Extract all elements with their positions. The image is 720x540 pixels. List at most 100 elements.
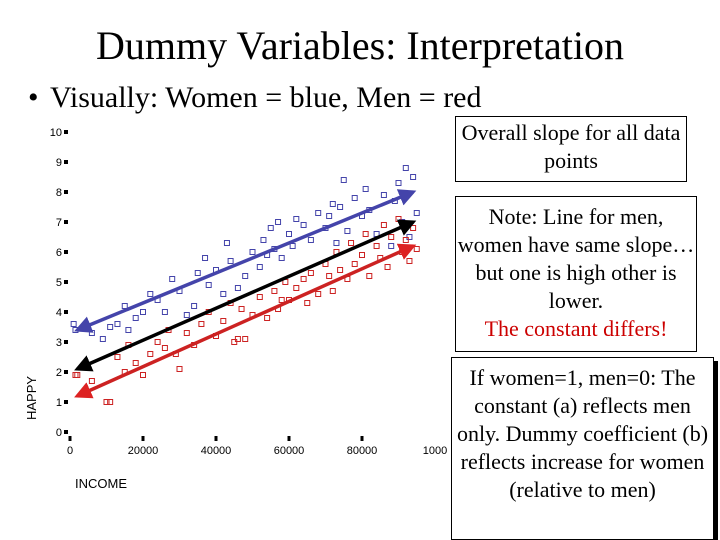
women-data-point	[362, 186, 369, 192]
men-data-point	[373, 243, 380, 249]
x-tick-label: 60000	[274, 445, 305, 457]
men-data-point	[293, 285, 300, 291]
y-axis: 0 1 2 3 4 5 6 7 8 9 10	[50, 127, 68, 439]
men-data-point	[384, 264, 391, 270]
men-data-point	[147, 351, 154, 357]
women-data-point	[205, 282, 212, 288]
y-tick-mark	[64, 190, 68, 194]
men-data-point	[337, 267, 344, 273]
men-data-point	[307, 270, 314, 276]
men-data-point	[380, 222, 387, 228]
men-data-point	[176, 366, 183, 372]
men-data-point	[351, 261, 358, 267]
x-axis: 0 20000 40000 60000 80000 1000	[67, 436, 447, 457]
men-data-point	[103, 399, 110, 405]
women-data-point	[161, 309, 168, 315]
women-data-point	[256, 264, 263, 270]
women-data-point	[402, 165, 409, 171]
women-data-point	[351, 195, 358, 201]
y-tick-label: 5	[56, 277, 62, 289]
callout-note-text: Note: Line for men, women have same slop…	[457, 204, 695, 313]
x-axis-label: INCOME	[75, 476, 127, 491]
points-layer	[70, 165, 420, 405]
y-tick-mark	[64, 370, 68, 374]
y-tick-label: 8	[56, 187, 62, 199]
y-tick-label: 0	[56, 427, 62, 439]
y-tick-mark	[64, 130, 68, 134]
women-regression-line	[74, 189, 417, 333]
x-tick-label: 80000	[347, 445, 378, 457]
y-tick-mark	[64, 340, 68, 344]
y-tick-label: 2	[56, 367, 62, 379]
women-data-point	[140, 309, 146, 315]
men-data-point	[304, 300, 311, 306]
men-data-point	[114, 354, 121, 360]
women-data-point	[99, 336, 106, 342]
y-tick-label: 9	[56, 157, 62, 169]
y-tick-label: 10	[50, 127, 62, 139]
men-data-point	[315, 291, 322, 297]
men-data-point	[348, 240, 355, 246]
women-data-point	[260, 237, 267, 243]
callout-note: Note: Line for men, women have same slop…	[455, 196, 697, 352]
men-data-point	[140, 372, 146, 378]
men-data-point	[242, 336, 249, 342]
women-data-point	[380, 192, 387, 198]
women-data-point	[220, 291, 227, 297]
callout-note-highlight: The constant differs!	[484, 316, 668, 341]
women-data-point	[333, 240, 340, 246]
women-data-point	[293, 216, 300, 222]
x-tick-label: 0	[67, 445, 73, 457]
y-tick-label: 3	[56, 337, 62, 349]
women-data-point	[249, 249, 256, 255]
men-data-point	[366, 273, 373, 279]
y-tick-mark	[64, 280, 68, 284]
x-tick-mark	[68, 436, 72, 441]
women-data-point	[234, 285, 241, 291]
men-data-point	[198, 321, 205, 327]
y-axis-label: HAPPY	[24, 376, 39, 420]
regression-lines	[74, 189, 417, 399]
men-data-point	[271, 288, 278, 294]
women-data-point	[147, 291, 154, 297]
men-data-point	[264, 315, 271, 321]
women-data-point	[169, 276, 176, 282]
women-data-point	[340, 177, 347, 183]
men-data-point	[413, 246, 420, 252]
women-data-point	[275, 219, 282, 225]
men-data-point	[329, 288, 336, 294]
women-data-point	[202, 255, 209, 261]
women-data-point	[194, 270, 201, 276]
x-tick-mark	[214, 436, 218, 441]
men-data-point	[278, 297, 285, 303]
men-data-point	[88, 378, 95, 384]
women-data-point	[132, 315, 139, 321]
men-data-point	[183, 330, 190, 336]
overall-regression-line	[74, 219, 417, 372]
women-data-point	[286, 231, 292, 237]
women-data-point	[223, 240, 230, 246]
x-tick-mark	[360, 436, 364, 441]
women-data-point	[278, 255, 285, 261]
men-data-point	[388, 234, 395, 240]
women-data-point	[337, 204, 344, 210]
y-tick-mark	[64, 160, 68, 164]
bullet-text: Visually: Women = blue, Men = red	[50, 81, 482, 114]
men-data-point	[300, 276, 307, 282]
women-data-point	[300, 222, 307, 228]
women-data-point	[388, 243, 395, 249]
x-tick-mark	[141, 436, 145, 441]
men-data-point	[326, 273, 333, 279]
women-data-point	[191, 303, 198, 309]
y-tick-mark	[64, 250, 68, 254]
women-data-point	[227, 258, 234, 264]
y-tick-mark	[64, 400, 68, 404]
women-data-point	[315, 210, 322, 216]
women-data-point	[242, 273, 249, 279]
women-data-point	[413, 210, 420, 216]
bullet-line: • Visually: Women = blue, Men = red	[28, 78, 482, 118]
men-data-point	[256, 294, 263, 300]
men-data-point	[161, 345, 168, 351]
men-data-point	[359, 252, 365, 258]
women-data-point	[114, 321, 121, 327]
